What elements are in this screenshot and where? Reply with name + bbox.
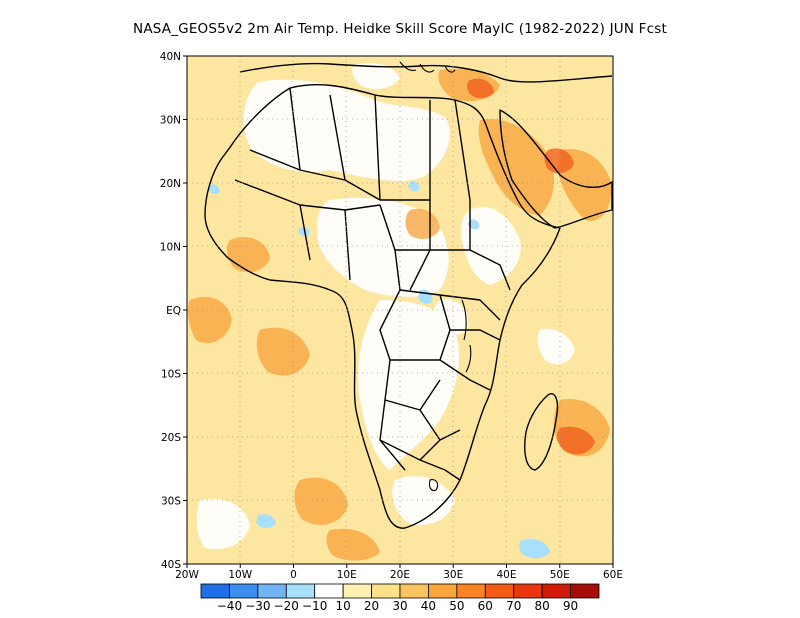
colorbar-label: 70 <box>506 599 521 613</box>
lon-tick-label: 60E <box>603 569 623 581</box>
colorbar-swatch <box>541 583 571 599</box>
colorbar-label: 60 <box>478 599 493 613</box>
lat-tick-label: 20N <box>160 178 181 190</box>
colorbar-swatch <box>342 583 372 599</box>
colorbar-label: 80 <box>535 599 550 613</box>
lat-tick-label: 10N <box>160 242 181 254</box>
madagascar-coastline <box>524 393 559 471</box>
field-layer <box>187 56 613 564</box>
lat-tick-label: 30N <box>160 115 181 127</box>
grid-lines <box>187 56 613 564</box>
colorbar-label: 10 <box>336 599 351 613</box>
colorbar-swatch <box>257 583 287 599</box>
coastline-fragments <box>399 61 472 492</box>
lat-tick-label: 40S <box>161 559 181 571</box>
colorbar-swatch <box>399 583 429 599</box>
lat-tick-label: 30S <box>161 496 181 508</box>
country-boundaries <box>204 62 613 529</box>
colorbar-swatch <box>456 583 486 599</box>
lon-tick-label: 20W <box>175 569 199 581</box>
lat-tick-label: EQ <box>166 305 181 317</box>
colorbar-label: −40 <box>217 599 242 613</box>
colorbar-label: 40 <box>421 599 436 613</box>
colorbar-swatch <box>570 583 600 599</box>
lon-tick-label: 50E <box>550 569 570 581</box>
colorbar-label: 20 <box>364 599 379 613</box>
lon-tick-label: 30E <box>443 569 463 581</box>
mediterranean-coast <box>239 62 613 83</box>
colorbar-label: −20 <box>274 599 299 613</box>
colorbar-swatch <box>285 583 316 599</box>
colorbar-swatch <box>229 583 259 599</box>
lat-tick-label: 10S <box>161 369 181 381</box>
colorbar: −40 −30 −20 −10 10 20 30 40 50 60 70 80 90 <box>200 583 600 613</box>
colorbar-swatch <box>484 583 515 599</box>
colorbar-swatch <box>428 583 458 599</box>
colorbar-label: −10 <box>302 599 327 613</box>
colorbar-label: 50 <box>449 599 464 613</box>
arabia-coastline <box>499 109 613 229</box>
lon-tick-label: 20E <box>390 569 410 581</box>
colorbar-swatch <box>200 583 230 599</box>
colorbar-swatch <box>513 583 543 599</box>
lon-tick-label: 0 <box>290 569 297 581</box>
colorbar-swatch <box>371 583 401 599</box>
lon-tick-label: 40E <box>497 569 517 581</box>
colorbar-label: −30 <box>245 599 270 613</box>
lon-tick-label: 10E <box>337 569 357 581</box>
lat-tick-label: 20S <box>161 432 181 444</box>
chart-title: NASA_GEOS5v2 2m Air Temp. Heidke Skill S… <box>133 21 667 37</box>
colorbar-swatch <box>314 583 344 599</box>
lon-tick-label: 10W <box>228 569 252 581</box>
lat-tick-label: 40N <box>160 51 181 63</box>
colorbar-label: 90 <box>563 599 578 613</box>
very-high-skill-areas <box>467 78 595 455</box>
colorbar-label: 30 <box>392 599 407 613</box>
